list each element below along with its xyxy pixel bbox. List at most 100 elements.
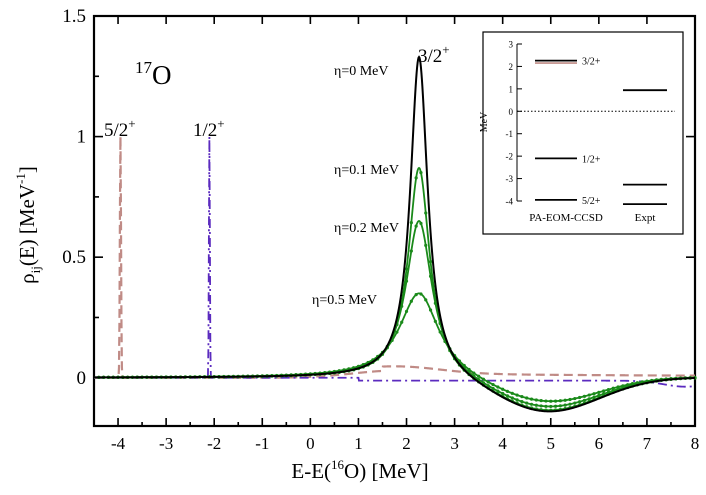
curve-eta-marker [414,224,418,228]
curve-eta-marker [539,404,543,408]
curve-eta-marker [496,389,500,393]
inset-tick-label: -2 [506,152,514,162]
curve-eta-marker [486,384,490,388]
y-axis-label: ρij(E) [MeV-1] [13,166,43,284]
curve-eta-marker [486,380,490,384]
inset-tick-label: -4 [506,197,514,207]
inset-tick-label: -1 [506,129,514,139]
curve-eta-marker [477,374,481,378]
curve-eta-marker [553,399,558,403]
eta-label-0-5: η=0.5 MeV [312,293,377,308]
curve-eta-marker [400,320,404,324]
curve-eta-marker [525,396,529,400]
curve-eta-marker [501,391,505,396]
inset-tick-label: 1 [509,84,514,94]
curve-eta-marker [573,401,577,405]
inset-level-label: 1/2+ [582,154,601,165]
plot-frame [92,14,697,428]
curve-eta-marker [505,389,510,393]
x-axis-label: E-E(16O) [MeV] [291,457,428,483]
x-tick-label: 2 [402,434,411,453]
eta-label-0-2: η=0.2 MeV [334,221,399,236]
curve-eta-marker [419,170,423,175]
curve-eta-marker [549,399,553,403]
curve-eta-marker [568,397,572,402]
x-tick-label: 6 [595,434,604,453]
curve-eta-marker [496,385,500,389]
curve-eta-marker [578,395,582,400]
inset-frame [482,31,684,235]
y-tick-label: 0.5 [62,247,86,268]
inset-tick-label: 0 [509,107,514,117]
curve-eta-marker [395,330,399,334]
curve-eta-marker [428,308,433,312]
y-tick-label: 1.5 [62,6,86,27]
curve-eta-marker [472,371,476,375]
curve-eta-marker [510,396,514,400]
curve-eta-marker [592,395,596,399]
inset-level-label: 3/2+ [582,57,601,68]
inset-column-label-expt: Expt [635,212,656,224]
curve-eta-marker [553,404,558,408]
x-tick-label: 8 [691,434,700,453]
curve-eta-3 [93,292,696,403]
curve-eta-marker [520,400,524,404]
x-tick-label: 0 [306,434,315,453]
curve-eta-marker [419,221,423,225]
curves [93,55,697,413]
curve-eta-marker [424,243,428,247]
x-tick-label: -4 [111,434,126,453]
curve-eta-marker [558,404,562,408]
curve-eta-marker [515,393,519,397]
curve-eta-marker [587,397,591,401]
curve-eta-marker [587,393,591,397]
curve-eta-marker [563,403,567,407]
curve-eta-marker [404,267,409,271]
curve-eta-marker [409,249,413,253]
curve-eta-marker [558,399,562,403]
curve-eta-marker [568,402,572,406]
nucleus-label: 17O [135,58,172,90]
curve-eta-marker [525,401,529,405]
y-tick-label: 1 [77,127,87,148]
eta-label-0: η=0 MeV [334,64,389,79]
curve-eta-marker [428,260,433,264]
curve-eta-marker [424,211,428,215]
curve-eta-marker [597,390,601,394]
inset-column-label-theory: PA-EOM-CCSD [529,212,603,224]
y-tick-label: 0 [77,368,87,389]
curve-eta-marker [602,389,606,393]
curve-eta-marker [414,292,418,297]
x-tick-label: 5 [547,434,556,453]
x-tick-label: 3 [450,434,459,453]
curve-eta-marker [534,403,538,407]
curve-eta-0 [93,55,696,413]
curve-eta-marker [520,395,524,399]
curve-eta-marker [529,402,534,406]
curve-eta-marker [501,387,505,391]
curve-eta-marker [409,299,413,303]
curve-eta-marker [544,404,548,408]
curve-eta-marker [433,319,437,323]
curve-eta-marker [582,394,587,398]
x-tick-label: 4 [498,434,507,453]
curve-eta-marker [563,398,567,402]
annotation-1-2-plus: 1/2+ [193,116,225,141]
curve-eta-marker [510,391,514,395]
curve-eta-marker [544,399,548,403]
curve-eta-marker [424,298,428,302]
x-tick-label: 7 [643,434,652,453]
x-tick-label: -3 [159,434,173,453]
curve-eta-marker [438,330,442,334]
curve-eta-marker [409,220,413,225]
curve-eta-marker [505,394,510,398]
eta-label-0-1: η=0.1 MeV [334,163,399,178]
inset-tick-label: 2 [509,62,514,72]
curve-eta-marker [515,398,519,402]
curve-eta-marker [491,386,495,391]
curve-eta-marker [578,400,582,404]
x-tick-label: -1 [255,434,269,453]
curve-eta-marker [611,386,615,390]
curve-eta-marker [491,382,495,387]
